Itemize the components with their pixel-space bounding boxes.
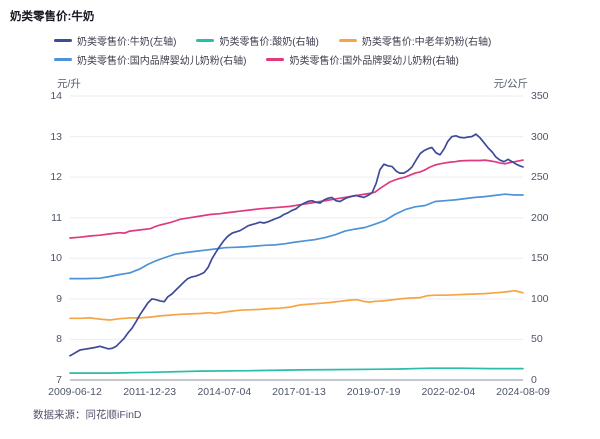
series-line-2 [69, 289, 524, 321]
series-line-0 [69, 133, 524, 357]
y-right-tick-label: 50 [531, 333, 543, 346]
series-line-1 [69, 367, 524, 374]
legend-marker-icon [196, 39, 215, 42]
y-left-tick-label: 11 [51, 211, 62, 224]
y-left-tick-label: 13 [50, 130, 62, 143]
legend-item-4[interactable]: 奶类零售价:国外品牌婴幼儿奶粉(右轴) [266, 52, 459, 67]
left-axis-unit-label: 元/升 [57, 78, 81, 90]
y-left-tick-label: 9 [56, 292, 62, 305]
y-left-tick-label: 7 [56, 374, 62, 386]
y-right-tick-label: 200 [531, 211, 549, 224]
right-axis-unit-label: 元/公斤 [493, 78, 528, 90]
legend-row-1: 奶类零售价:牛奶(左轴) 奶类零售价:酸奶(右轴) 奶类零售价:中老年奶粉(右轴) [54, 33, 554, 48]
legend-marker-icon [54, 39, 72, 42]
legend-item-3[interactable]: 奶类零售价:国内品牌婴幼儿奶粉(右轴) [54, 52, 246, 67]
legend-row-2: 奶类零售价:国内品牌婴幼儿奶粉(右轴) 奶类零售价:国外品牌婴幼儿奶粉(右轴) [54, 52, 554, 67]
y-right-tick-label: 350 [531, 90, 549, 102]
series-line-4 [69, 159, 524, 239]
y-left-tick-label: 10 [50, 252, 62, 265]
chart-title: 奶类零售价:牛奶 [10, 11, 95, 23]
x-tick-label: 2022-02-04 [421, 386, 476, 398]
y-left-tick-label: 14 [50, 90, 62, 102]
legend-marker-icon [54, 58, 72, 61]
legend-item-0[interactable]: 奶类零售价:牛奶(左轴) [54, 33, 176, 48]
legend-label: 奶类零售价:中老年奶粉(右轴) [361, 37, 492, 48]
legend-item-1[interactable]: 奶类零售价:酸奶(右轴) [196, 33, 319, 48]
legend-marker-icon [338, 39, 357, 42]
y-right-tick-label: 0 [531, 374, 537, 386]
y-right-tick-label: 150 [531, 252, 549, 265]
x-tick-label: 2011-12-23 [123, 386, 177, 398]
y-right-tick-label: 100 [531, 292, 549, 305]
x-tick-label: 2024-08-09 [496, 386, 550, 398]
x-tick-label: 2017-01-13 [272, 386, 326, 398]
x-tick-label: 2014-07-04 [197, 386, 252, 398]
y-right-tick-label: 250 [531, 171, 549, 184]
series-line-3 [69, 193, 524, 280]
y-left-tick-label: 8 [56, 333, 62, 346]
legend-marker-icon [266, 58, 285, 61]
data-source-footer: 数据来源：同花顺iFinD [33, 409, 142, 421]
x-tick-label: 2009-06-12 [48, 386, 102, 398]
y-left-tick-label: 12 [50, 171, 62, 184]
legend: 奶类零售价:牛奶(左轴) 奶类零售价:酸奶(右轴) 奶类零售价:中老年奶粉(右轴) 奶… [54, 33, 554, 67]
x-tick-label: 2019-07-19 [346, 386, 401, 398]
legend-label: 奶类零售价:国内品牌婴幼儿奶粉(右轴) [77, 56, 247, 67]
legend-label: 奶类零售价:牛奶(左轴) [77, 37, 177, 48]
legend-label: 奶类零售价:国外品牌婴幼儿奶粉(右轴) [289, 56, 459, 67]
legend-label: 奶类零售价:酸奶(右轴) [219, 37, 319, 48]
legend-item-2[interactable]: 奶类零售价:中老年奶粉(右轴) [338, 33, 492, 48]
y-right-tick-label: 300 [531, 130, 549, 143]
